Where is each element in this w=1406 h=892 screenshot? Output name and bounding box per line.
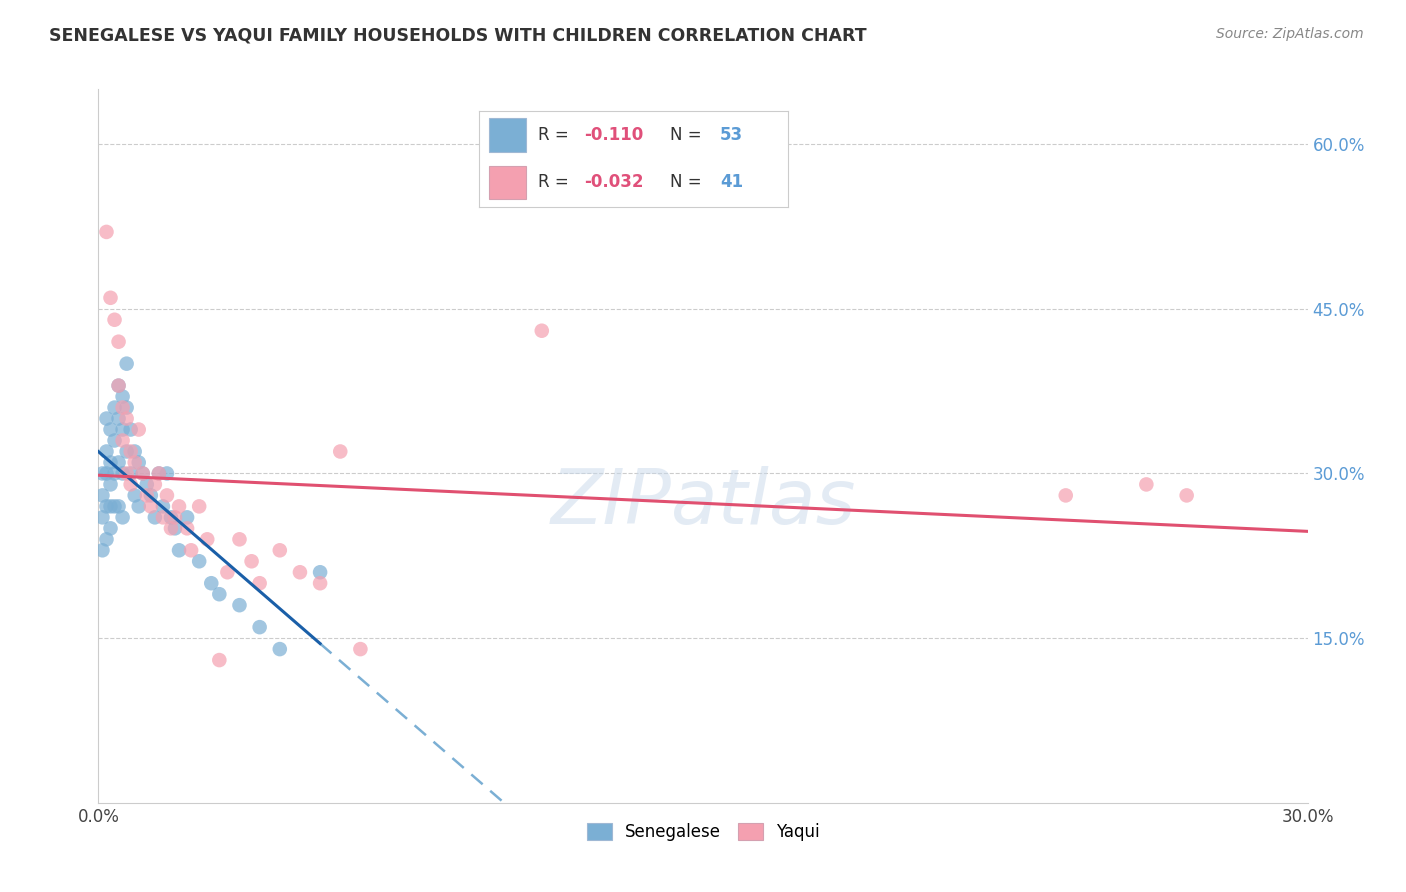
Point (1135, 477, 1157, 491)
Point (167, 500, 190, 514)
Point (96, 467, 118, 481)
Point (91, 510, 114, 524)
Point (115, 401, 138, 415)
Point (148, 467, 170, 481)
Point (160, 510, 183, 524)
Point (208, 653, 231, 667)
Point (176, 521, 198, 535)
Point (139, 488, 162, 502)
Point (530, 324, 553, 338)
Point (100, 477, 122, 491)
Point (103, 401, 125, 415)
Point (349, 642, 371, 657)
Point (309, 576, 332, 591)
Point (329, 444, 352, 458)
Point (156, 488, 179, 502)
Point (167, 543, 190, 558)
Point (240, 554, 263, 568)
Point (1175, 488, 1198, 502)
Point (124, 455, 146, 469)
Point (100, 500, 122, 514)
Point (96, 411, 118, 425)
Point (120, 467, 142, 481)
Point (103, 500, 125, 514)
Point (288, 566, 311, 580)
Point (200, 576, 222, 591)
Point (163, 521, 186, 535)
Point (176, 510, 198, 524)
Point (107, 334, 129, 349)
Point (111, 401, 134, 415)
Point (124, 488, 146, 502)
Point (195, 533, 218, 547)
Point (115, 411, 138, 425)
Point (96, 500, 118, 514)
Point (152, 500, 174, 514)
Point (111, 467, 134, 481)
Point (100, 455, 122, 469)
Point (115, 444, 138, 458)
Point (100, 423, 122, 437)
Point (100, 521, 122, 535)
Point (208, 587, 231, 601)
Point (228, 533, 250, 547)
Point (269, 642, 291, 657)
Point (143, 477, 166, 491)
Point (188, 554, 211, 568)
Point (156, 467, 179, 481)
Point (228, 598, 250, 612)
Point (111, 510, 134, 524)
Point (100, 291, 122, 305)
Point (111, 423, 134, 437)
Point (1054, 488, 1077, 502)
Point (309, 566, 332, 580)
Text: ZIPatlas: ZIPatlas (550, 467, 856, 540)
Point (139, 500, 162, 514)
Point (124, 444, 146, 458)
Point (269, 543, 291, 558)
Point (103, 467, 125, 481)
Point (107, 378, 129, 392)
Point (152, 510, 174, 524)
Text: Source: ZipAtlas.com: Source: ZipAtlas.com (1216, 27, 1364, 41)
Point (107, 500, 129, 514)
Point (180, 543, 202, 558)
Point (120, 423, 142, 437)
Point (128, 500, 150, 514)
Point (143, 510, 166, 524)
Point (107, 378, 129, 392)
Point (188, 500, 211, 514)
Point (128, 455, 150, 469)
Point (148, 467, 170, 481)
Point (132, 467, 155, 481)
Point (96, 225, 118, 239)
Point (107, 411, 129, 425)
Point (163, 510, 186, 524)
Point (107, 455, 129, 469)
Point (249, 620, 271, 634)
Point (96, 444, 118, 458)
Point (111, 390, 134, 404)
Point (135, 488, 157, 502)
Point (135, 477, 157, 491)
Point (132, 467, 155, 481)
Point (249, 576, 271, 591)
Point (91, 543, 114, 558)
Point (91, 467, 114, 481)
Point (120, 477, 142, 491)
Point (103, 434, 125, 448)
Point (128, 423, 150, 437)
Point (160, 521, 183, 535)
Point (120, 444, 142, 458)
Point (115, 357, 138, 371)
Legend: Senegalese, Yaqui: Senegalese, Yaqui (579, 816, 827, 848)
Point (91, 488, 114, 502)
Text: SENEGALESE VS YAQUI FAMILY HOUSEHOLDS WITH CHILDREN CORRELATION CHART: SENEGALESE VS YAQUI FAMILY HOUSEHOLDS WI… (49, 27, 868, 45)
Point (111, 434, 134, 448)
Point (103, 312, 125, 326)
Point (96, 533, 118, 547)
Point (217, 566, 239, 580)
Point (115, 467, 138, 481)
